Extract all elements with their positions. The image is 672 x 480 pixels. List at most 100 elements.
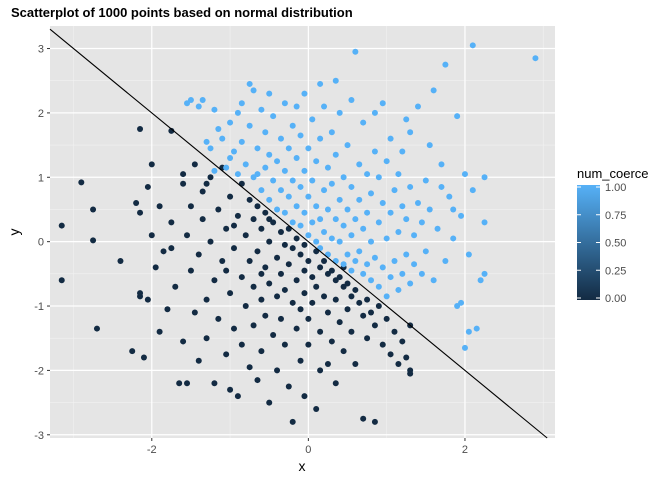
data-point [360,119,367,126]
data-point [297,132,304,139]
data-point [301,241,308,248]
data-point [473,325,480,332]
data-point [270,332,277,338]
data-point [230,245,237,252]
data-point [364,261,371,268]
data-point [270,177,277,184]
x-tick-label: 0 [305,444,311,456]
data-point [227,119,234,126]
color-legend: num_coerce 1.00 0.75 0.50 0.25 0.00 [577,166,649,305]
data-point [364,335,371,342]
data-point [317,367,324,374]
legend-tick-label: 0.50 [605,238,626,250]
data-point [223,351,230,358]
data-point [176,380,183,387]
data-point [371,418,378,425]
data-point [289,299,296,306]
data-point [227,154,234,161]
y-tick-label: 2 [38,108,44,120]
data-point [360,270,367,277]
data-point [156,203,163,210]
data-point [352,48,359,55]
data-point [305,193,312,200]
data-point [313,158,320,165]
data-point [411,261,418,268]
data-point [305,257,312,264]
data-point [344,280,351,287]
data-point [258,270,265,277]
data-point [305,145,312,152]
data-point [368,190,375,197]
data-point [321,187,328,194]
data-point [250,216,257,223]
data-point [399,148,406,155]
data-point [203,296,210,303]
data-point [207,145,214,152]
data-point [137,209,144,216]
data-point [262,164,269,171]
data-point [305,232,312,239]
data-point [387,209,394,216]
data-point [301,393,308,400]
data-point [238,100,245,107]
data-point [234,171,241,178]
data-point [481,174,488,181]
data-point [211,380,218,387]
data-point [160,248,167,255]
data-point [266,151,273,158]
data-point [348,183,355,190]
data-point [289,122,296,129]
data-point [285,383,292,390]
data-point [297,251,304,258]
data-point [461,171,468,178]
data-point [254,377,261,384]
data-point [434,225,441,232]
data-point [450,235,457,242]
data-point [336,109,343,116]
data-point [375,174,382,181]
data-point [129,348,136,355]
data-point [254,203,261,210]
data-point [332,380,339,387]
data-point [285,193,292,200]
y-tick-label: -2 [34,365,44,377]
data-point [371,254,378,261]
data-point [379,264,386,271]
data-point [207,238,214,245]
data-point [207,174,214,181]
data-point [262,209,269,216]
data-point [328,235,335,242]
data-point [371,322,378,329]
data-point [215,315,222,322]
data-point [266,280,273,287]
data-point [219,257,226,264]
data-point [195,103,202,110]
data-point [246,257,253,264]
data-point [383,315,390,322]
data-point [422,177,429,184]
data-point [168,245,175,252]
y-tick-label: 0 [38,237,44,249]
data-point [375,283,382,290]
data-point [395,171,402,178]
data-point [293,154,300,161]
data-point [430,277,437,284]
data-point [383,235,390,242]
data-point [301,290,308,297]
data-point [340,174,347,181]
data-point [399,203,406,210]
data-point [407,129,414,136]
data-point [281,209,288,216]
data-point [262,312,269,319]
data-point [148,232,155,239]
minor-gridlines [50,26,555,438]
data-point [438,183,445,190]
data-point [234,212,241,219]
data-point [297,183,304,190]
data-point [414,103,421,110]
data-point [426,206,433,213]
data-point [328,338,335,345]
data-point [277,229,284,235]
data-point [321,229,328,235]
data-point [117,257,124,264]
